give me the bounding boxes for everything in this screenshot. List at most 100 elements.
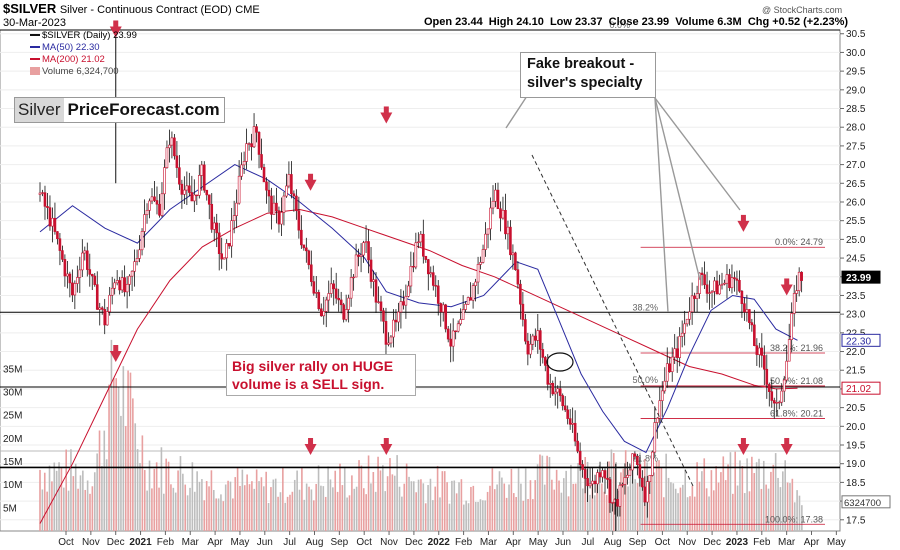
time-tick-label: Dec [107,537,125,548]
volume-bar [177,470,179,531]
big-rally-callout: Big silver rally on HUGE volume is a SEL… [226,354,416,396]
candle-body [476,264,480,283]
volume-bar [691,485,694,531]
candle-body [723,282,726,285]
candle-body [349,277,353,299]
volume-bar [512,493,515,531]
volume-bar [351,475,353,531]
candle-body [534,335,537,341]
candle-body [703,274,706,286]
candle-body [212,222,216,230]
volume-bar [493,489,496,531]
arrow-stem [784,278,790,286]
time-tick-label: 2023 [726,537,749,548]
volume-bar [315,483,317,531]
candle-body [412,266,415,268]
candle-body [748,309,751,323]
volume-bar [424,503,427,531]
volume-bar [624,450,627,531]
candle-body [419,233,423,243]
candle-body [735,278,739,281]
candle-body [486,228,490,235]
volume-bar [555,469,558,531]
volume-bar [770,471,772,531]
volume-bar [684,469,687,531]
volume-bar [612,453,615,531]
volume-bar [472,485,475,531]
volume-bar [798,495,801,531]
arrow-stem [308,173,314,181]
old-fib-label: 38.2% [632,302,658,312]
volume-tick-label: 35M [3,364,22,375]
volume-bar [655,461,658,531]
candle-body [790,313,793,340]
volume-bar [724,480,727,531]
volume-bar [89,493,91,531]
volume-bar [403,483,406,531]
candle-body [576,440,579,452]
candle-body [93,275,97,285]
candle-body [125,283,129,293]
candle-body [668,363,672,373]
arrow-stem [740,438,746,445]
time-tick-label: Sep [629,537,647,548]
volume-bar [377,456,379,531]
volume-bar [262,486,265,531]
volume-bar [467,503,470,531]
candle-body [436,285,440,304]
candle-body [280,212,283,225]
candle-body [441,304,445,313]
candle-body [90,274,94,277]
arrow-stem [740,214,746,222]
candle-body [332,283,336,290]
legend-volume-label: Volume 6,324,700 [42,66,119,77]
circle-marker [546,352,574,372]
candle-body [160,193,164,216]
candle-body [319,308,323,317]
time-tick-label: Mar [182,537,200,548]
time-axis: Oct Nov Dec 2021 Feb Mar Apr May Jun Jul Aug Sep Oct… [58,531,846,548]
candle-body [372,279,375,282]
volume-bar [312,500,315,531]
candle-body [673,348,677,358]
volume-bar [767,488,770,531]
grid-lines [0,33,840,521]
volume-bar [74,463,77,531]
volume-bar [791,478,794,531]
candle-body [307,250,311,266]
volume-bar [277,496,279,531]
candle-body [66,273,69,277]
volume-bar [120,415,122,531]
volume-tick-label: 30M [3,388,22,399]
candle-body [725,274,729,284]
candle-body [272,202,276,215]
volume-bar [139,463,141,531]
candle-body [170,137,174,146]
volume-bar [455,493,458,531]
volume-bar [196,471,198,531]
time-tick-label: May [827,537,846,548]
callout-pointer [505,95,528,129]
candle-body [561,395,564,407]
legend-ma50-label: MA(50) 22.30 [42,42,100,53]
volume-bar [593,495,596,531]
volume-bar [339,463,341,531]
candle-body [205,189,209,196]
volume-bar [441,471,444,531]
volume-bar [160,447,163,531]
candle-body [767,384,771,392]
candle-body [777,401,781,404]
candle-body [538,330,542,350]
ma200-path [39,208,798,524]
volume-bar [712,490,715,531]
candle-body [770,391,774,401]
volume-bar [755,462,758,531]
candle-body [469,297,472,301]
candle-body [449,338,452,347]
volume-bar [601,483,603,531]
candle-body [797,271,801,291]
candle-body [245,143,248,162]
volume-bar [182,473,184,531]
candle-body [327,293,331,301]
volume-bar [198,481,201,531]
